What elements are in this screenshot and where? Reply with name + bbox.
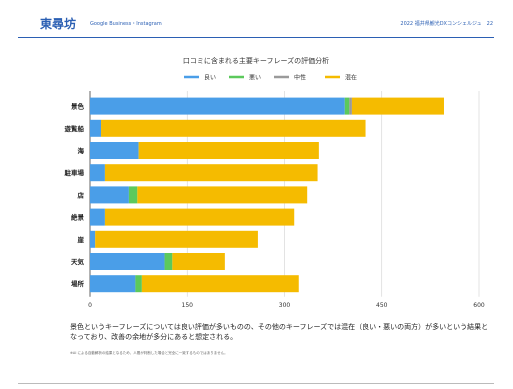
header-divider xyxy=(18,37,494,38)
footnote: ※AI による自動解析の結果となるため、人間が判断した場合と完全に一致するもので… xyxy=(70,351,228,355)
bar-9-series-2 xyxy=(135,275,142,293)
category-label-7: 崖 xyxy=(77,235,85,244)
x-tick-label-150: 150 xyxy=(182,302,194,309)
bar-3-series-1 xyxy=(90,142,139,159)
category-label-6: 絶景 xyxy=(71,213,85,222)
bar-3-series-4 xyxy=(138,142,319,159)
summary-text: 景色というキーフレーズについては良い評価が多いものの、その他のキーフレーズでは混… xyxy=(70,323,489,341)
legend-label-4: 混在 xyxy=(345,74,357,82)
bar-5-series-2 xyxy=(128,186,138,204)
header: 東尋坊 Google Business・Instagram 2022 福井県観光… xyxy=(0,0,513,38)
bar-5-series-4 xyxy=(137,186,308,204)
legend-label-3: 中性 xyxy=(294,74,306,82)
category-label-9: 場所 xyxy=(71,279,85,288)
chart-title: 口コミに含まれる主要キーフレーズの評価分析 xyxy=(183,56,329,65)
legend-label-2: 悪い xyxy=(249,75,261,82)
category-label-5: 店 xyxy=(78,190,85,199)
bar-8-series-1 xyxy=(90,253,165,270)
bar-9-series-1 xyxy=(90,275,136,293)
bar-9-series-4 xyxy=(141,275,299,293)
bar-4-series-4 xyxy=(104,164,318,182)
brand-title: 東尋坊 xyxy=(40,17,77,31)
bar-6-series-4 xyxy=(104,208,295,226)
bar-4-series-1 xyxy=(90,164,105,182)
category-label-2: 遊覧船 xyxy=(65,124,85,133)
legend-label-1: 良い xyxy=(204,74,216,82)
header-subtitle: Google Business・Instagram xyxy=(90,21,162,27)
bar-7-series-4 xyxy=(95,230,258,248)
x-tick-label-600: 600 xyxy=(473,302,485,309)
category-label-4: 駐車場 xyxy=(65,168,85,177)
bar-1-series-1 xyxy=(90,97,345,115)
bar-5-series-1 xyxy=(90,186,129,204)
bar-1-series-4 xyxy=(351,97,444,115)
bar-1-series-2 xyxy=(344,97,350,115)
bar-2-series-1 xyxy=(90,119,102,137)
bar-1-series-3 xyxy=(349,97,352,115)
bar-8-series-2 xyxy=(164,253,173,270)
header-right-text: 2022 福井県観光DXコンシェルジュ 22 xyxy=(400,21,493,27)
bar-2-series-4 xyxy=(101,119,366,137)
bar-7-series-1 xyxy=(90,230,96,248)
x-tick-label-450: 450 xyxy=(376,302,388,309)
category-label-8: 天気 xyxy=(71,257,85,266)
x-tick-label-300: 300 xyxy=(279,302,291,309)
category-label-3: 海 xyxy=(78,146,85,155)
bar-8-series-4 xyxy=(172,253,225,270)
footer-divider xyxy=(18,383,494,384)
category-label-1: 景色 xyxy=(71,102,85,111)
bar-6-series-1 xyxy=(90,208,105,226)
x-tick-label-0: 0 xyxy=(88,302,92,309)
